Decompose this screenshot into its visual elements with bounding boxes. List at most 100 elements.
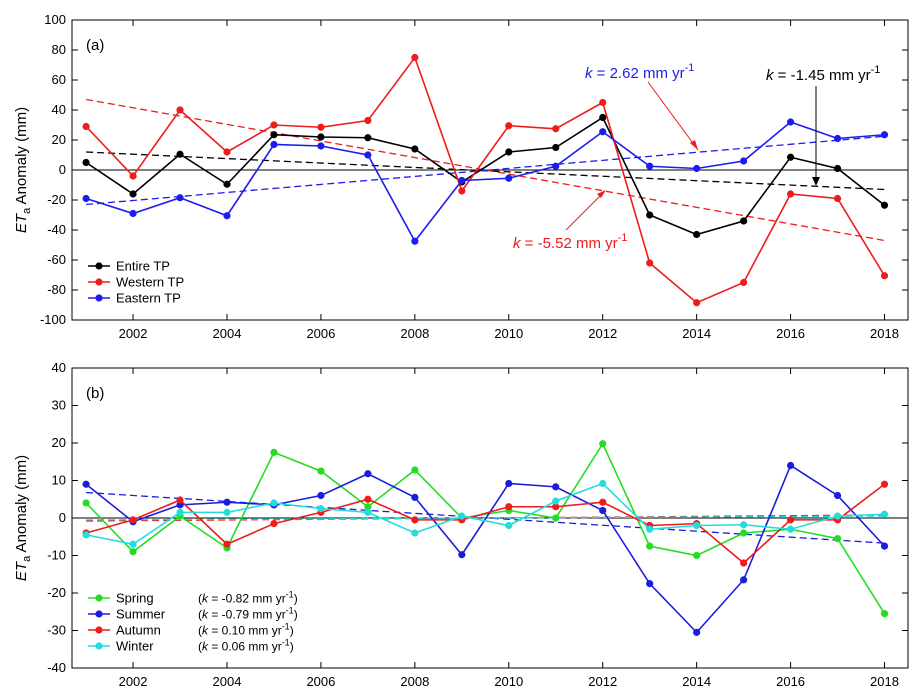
y-tick-label: 0 bbox=[59, 510, 66, 525]
annotation-entire-k: k = -1.45 mm yr-1 bbox=[766, 64, 880, 186]
data-point bbox=[223, 498, 231, 506]
legend-item: Western TP bbox=[88, 275, 184, 290]
y-tick-label: 20 bbox=[52, 435, 66, 450]
data-point bbox=[786, 516, 795, 524]
x-tick-label: 2002 bbox=[119, 674, 148, 688]
ann-k-text: = -1.45 mm yr bbox=[774, 67, 871, 84]
data-point bbox=[176, 106, 184, 114]
y-label-main: ET bbox=[13, 560, 30, 581]
legend-item: Summer (k = -0.79 mm yr-1) bbox=[88, 606, 298, 622]
data-point bbox=[176, 496, 184, 504]
data-point bbox=[317, 142, 325, 150]
y-tick-label: -30 bbox=[47, 623, 66, 638]
data-point bbox=[646, 542, 654, 550]
data-point bbox=[740, 278, 748, 287]
data-point bbox=[740, 559, 748, 567]
y-tick-label: 40 bbox=[52, 360, 66, 375]
data-point bbox=[552, 503, 560, 511]
data-point bbox=[458, 551, 466, 559]
data-point bbox=[317, 133, 325, 141]
data-point bbox=[270, 520, 278, 528]
data-point bbox=[880, 272, 889, 280]
data-point bbox=[364, 470, 372, 478]
series-entire-tp bbox=[82, 113, 889, 239]
data-point bbox=[129, 548, 137, 556]
data-point bbox=[176, 508, 184, 516]
data-point bbox=[505, 174, 513, 182]
series-line bbox=[85, 442, 886, 615]
data-point bbox=[364, 116, 372, 125]
data-point bbox=[364, 503, 372, 511]
data-point bbox=[646, 525, 654, 533]
x-tick-label: 2008 bbox=[400, 326, 429, 341]
series-eastern-tp bbox=[82, 118, 889, 245]
ann-k-text: = -5.52 mm yr bbox=[521, 235, 618, 252]
panel-label-b: (b) bbox=[86, 385, 104, 402]
data-point bbox=[364, 508, 372, 516]
data-point bbox=[270, 121, 278, 129]
data-point bbox=[599, 479, 607, 488]
svg-text:ETa Anomaly (mm): ETa Anomaly (mm) bbox=[13, 107, 33, 233]
x-tick-label: 2012 bbox=[588, 326, 617, 341]
data-point bbox=[740, 521, 748, 529]
data-point bbox=[82, 194, 90, 203]
data-point bbox=[880, 610, 889, 618]
data-point bbox=[552, 125, 560, 133]
legend-swatch-marker bbox=[95, 642, 103, 650]
legend-label: Entire TP bbox=[116, 259, 170, 274]
x-tick-label: 2014 bbox=[682, 674, 711, 688]
ticks-a: -100 -80 -60 -40 -20 0 20 40 60 80 100 2002 2004 2006… bbox=[40, 12, 908, 341]
y-tick-label: -40 bbox=[47, 660, 66, 675]
series-a bbox=[82, 53, 889, 307]
y-tick-label: 80 bbox=[52, 42, 66, 57]
data-point bbox=[880, 131, 889, 139]
data-point bbox=[82, 158, 90, 167]
data-point bbox=[411, 53, 419, 62]
legend-label: Summer bbox=[116, 607, 166, 622]
y-tick-label: 0 bbox=[59, 162, 66, 177]
legend-swatch-marker bbox=[95, 594, 103, 602]
panel-a: (a) ETa Anomaly (mm) -100 -80 -60 -40 -20 0 20… bbox=[13, 12, 909, 341]
x-tick-label: 2010 bbox=[494, 326, 523, 341]
legend-k-value: (k = -0.82 mm yr-1) bbox=[198, 590, 298, 606]
data-point bbox=[458, 512, 466, 520]
series-line bbox=[85, 482, 885, 546]
data-point bbox=[364, 151, 372, 159]
ann-k-sup: -1 bbox=[871, 64, 881, 76]
annotation-arrow-eastern bbox=[647, 81, 699, 151]
data-point bbox=[646, 162, 654, 170]
series-b bbox=[82, 440, 889, 636]
data-point bbox=[411, 529, 419, 537]
x-tick-label: 2004 bbox=[213, 674, 242, 688]
data-point bbox=[82, 480, 90, 488]
svg-text:k = -1.45 mm yr-1: k = -1.45 mm yr-1 bbox=[766, 64, 880, 84]
data-point bbox=[411, 493, 419, 501]
annotation-western-k: k = -5.52 mm yr-1 bbox=[513, 190, 627, 252]
legend-swatch-marker bbox=[95, 262, 103, 270]
legend-swatch-marker bbox=[95, 626, 103, 634]
ticks-b: -40 -30 -20 -10 0 10 20 30 40 2002 2004 2006 2008 201… bbox=[47, 360, 908, 688]
svg-text:ETa Anomaly (mm): ETa Anomaly (mm) bbox=[13, 455, 33, 581]
data-point bbox=[880, 480, 889, 488]
data-point bbox=[411, 516, 419, 524]
series-line bbox=[85, 121, 885, 243]
legend-swatch-marker bbox=[95, 294, 103, 302]
data-point bbox=[505, 148, 513, 156]
y-label-sub: a bbox=[21, 555, 33, 562]
y-tick-label: -100 bbox=[40, 312, 66, 327]
panel-label-a: (a) bbox=[86, 37, 104, 54]
data-point bbox=[693, 551, 701, 560]
y-tick-label: -20 bbox=[47, 585, 66, 600]
series-western-tp bbox=[82, 53, 889, 307]
data-point bbox=[693, 628, 701, 636]
x-tick-label: 2002 bbox=[119, 326, 148, 341]
ann-k-sup: -1 bbox=[685, 62, 695, 74]
x-tick-label: 2010 bbox=[494, 674, 523, 688]
trend-lines-a bbox=[85, 98, 885, 242]
legend-item: Entire TP bbox=[88, 259, 170, 274]
data-point bbox=[786, 525, 795, 533]
data-point bbox=[176, 150, 184, 158]
data-point bbox=[740, 217, 748, 225]
x-tick-label: 2006 bbox=[306, 674, 335, 688]
data-point bbox=[786, 190, 795, 198]
